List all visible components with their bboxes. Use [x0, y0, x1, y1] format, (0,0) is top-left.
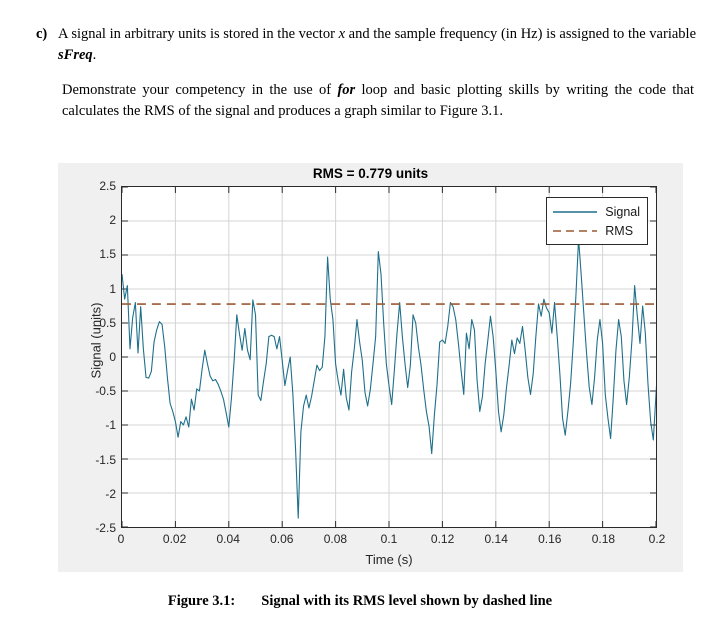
q2-keyword-for: for: [337, 82, 356, 98]
y-axis-tick-labels: -2.5 -2 -1.5 -1 -0.5 0 0.5 1 1.5 2 2.5: [58, 179, 116, 535]
figure-caption-label: Figure 3.1:: [167, 593, 236, 609]
q1-pre: A signal in arbitrary units is stored in…: [58, 26, 339, 42]
x-tick-label: 0.08: [323, 532, 348, 546]
x-axis-tick-labels: 0 0.02 0.04 0.06 0.08 0.1 0.12 0.14 0.16 0.18 0.2: [117, 532, 666, 550]
question-paragraph-1: c) A signal in arbitrary units is stored…: [36, 24, 696, 66]
figure-caption-text: Signal with its RMS level shown by dashe…: [261, 593, 553, 609]
y-tick-label: 0: [109, 350, 116, 364]
x-tick-label: 0.16: [538, 532, 562, 546]
x-tick-label: 0.02: [162, 532, 187, 546]
y-tick-label: -2.5: [95, 521, 116, 535]
legend-line-signal-icon: [552, 206, 598, 218]
q1-mid: and the sample frequency (in Hz) is assi…: [345, 26, 697, 42]
plot-axes: Signal RMS: [121, 186, 657, 528]
legend-line-rms-icon: [552, 225, 598, 237]
y-tick-label: 1.5: [99, 247, 116, 262]
x-tick-label: 0: [117, 532, 125, 546]
y-tick-label: 2: [109, 213, 116, 228]
question-marker: c): [36, 26, 48, 42]
chart-legend: Signal RMS: [546, 197, 648, 245]
q2-post: loop and basic plotting skills by writin…: [62, 82, 694, 119]
y-tick-label: 1: [109, 281, 116, 296]
chart-title: RMS = 0.779 units: [312, 166, 429, 181]
x-tick-label: 0.2: [648, 532, 666, 546]
question-paragraph-2: Demonstrate your competency in the use o…: [62, 80, 694, 122]
y-tick-label: -2: [105, 486, 116, 501]
q1-variable-sfreq: sFreq: [58, 47, 93, 63]
y-tick-label: -1: [105, 418, 116, 433]
legend-label-signal: Signal: [605, 204, 640, 219]
q2-pre: Demonstrate your competency in the use o…: [62, 82, 338, 98]
figure-panel: RMS = 0.779 units Signal (units) Time (s…: [58, 163, 683, 572]
question-paragraph-1-text: A signal in arbitrary units is stored in…: [58, 24, 696, 66]
x-tick-label: 0.14: [484, 532, 508, 546]
y-tick-label: -0.5: [95, 384, 116, 399]
x-tick-label: 0.12: [430, 532, 455, 546]
legend-label-rms: RMS: [605, 223, 634, 238]
x-axis-label: Time (s): [365, 552, 413, 567]
q1-end: .: [92, 47, 97, 63]
x-tick-label: 0.18: [591, 532, 616, 546]
x-tick-label: 0.1: [380, 532, 398, 546]
legend-item-rms: RMS: [552, 221, 640, 240]
question-block: c) A signal in arbitrary units is stored…: [36, 24, 696, 66]
q1-variable-x: x: [338, 26, 345, 42]
x-tick-label: 0.04: [216, 532, 240, 546]
figure-caption: Figure 3.1: Signal with its RMS level sho…: [0, 593, 720, 610]
y-tick-label: 2.5: [99, 179, 116, 193]
signal-line: [122, 238, 656, 519]
y-tick-label: 0.5: [99, 315, 116, 330]
y-tick-label: -1.5: [95, 452, 116, 467]
legend-item-signal: Signal: [552, 202, 640, 221]
x-tick-label: 0.06: [270, 532, 294, 546]
